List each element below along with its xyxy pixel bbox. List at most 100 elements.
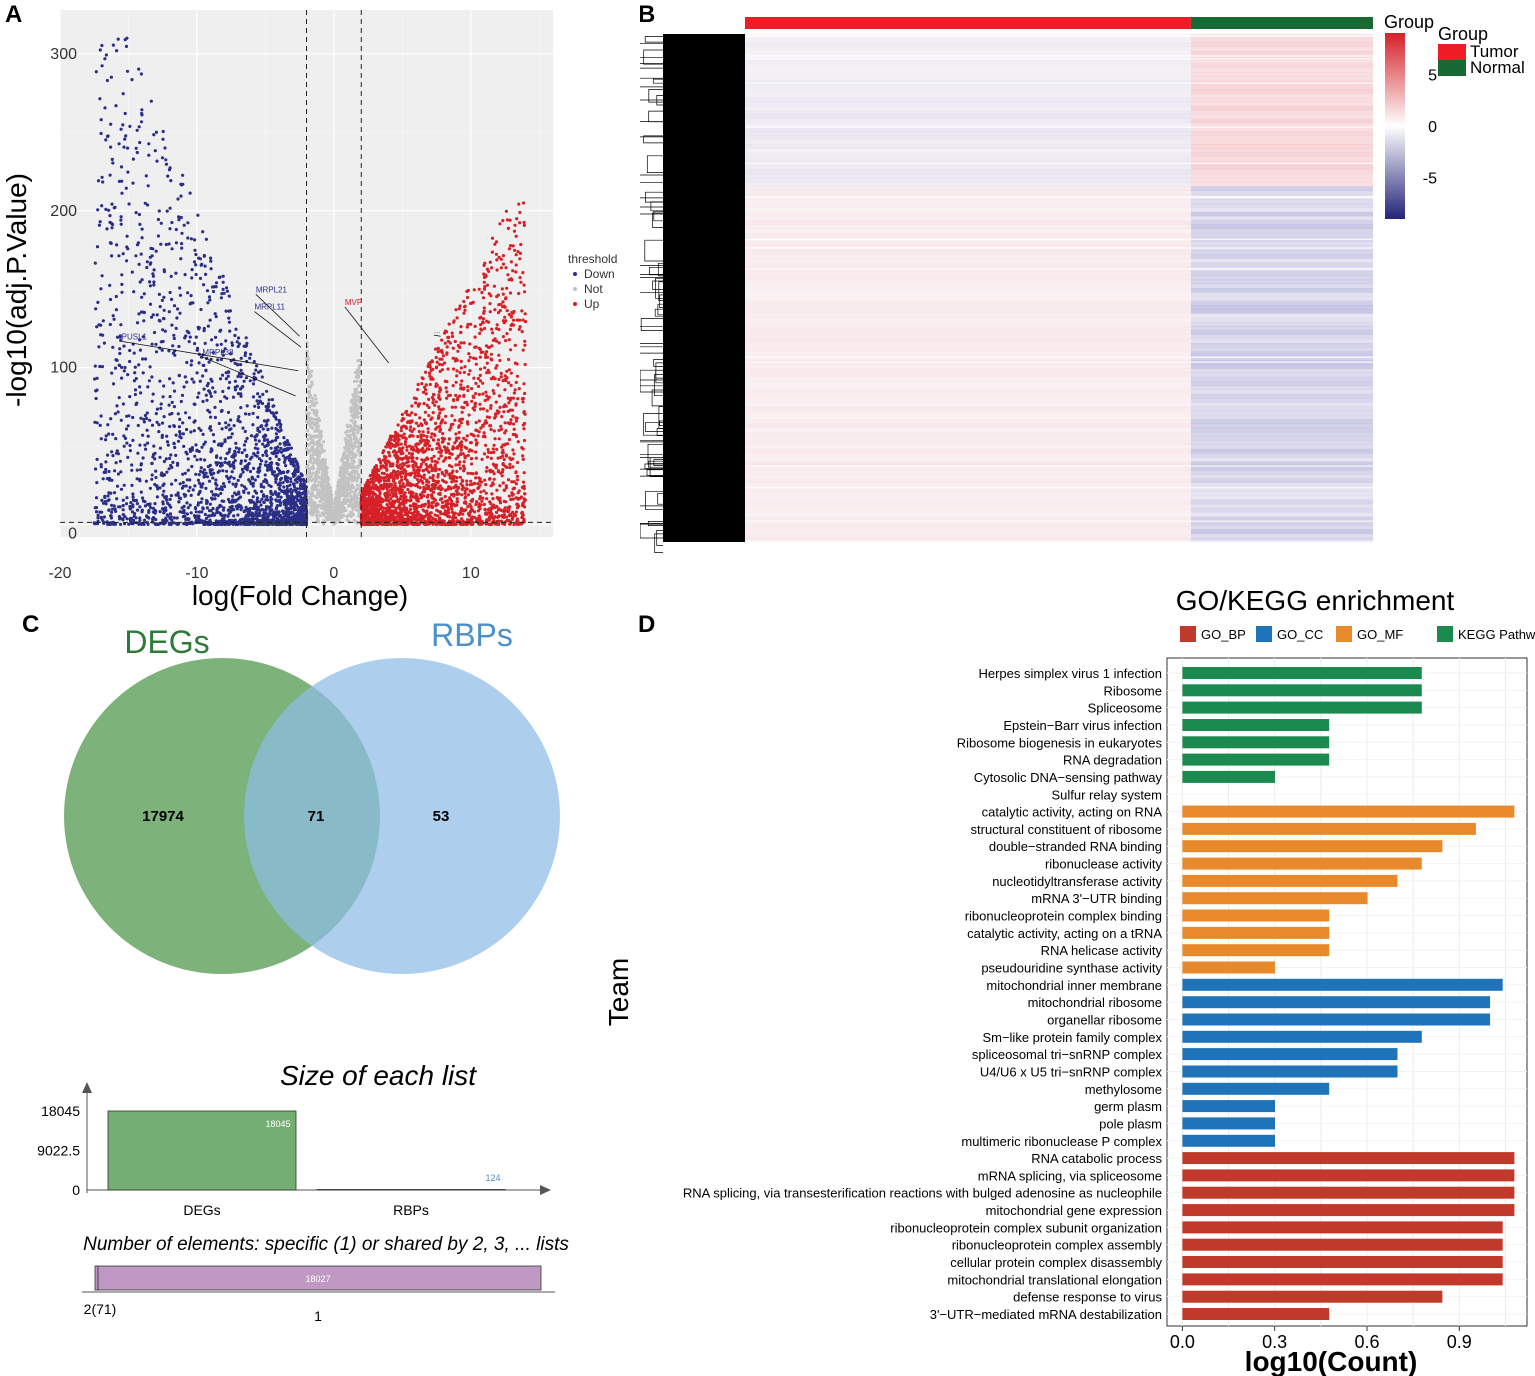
data-point-down: [159, 402, 163, 406]
data-point-up: [480, 457, 484, 461]
data-point-up: [452, 502, 456, 506]
data-point-up: [515, 517, 519, 521]
data-point-up: [429, 519, 433, 523]
data-point-not: [327, 512, 331, 516]
data-point-up: [469, 510, 473, 514]
data-point-not: [354, 415, 358, 419]
data-point-not: [307, 468, 311, 473]
data-point-up: [491, 331, 495, 335]
data-point-up: [516, 397, 520, 401]
data-point-up: [477, 419, 481, 423]
data-point-up: [392, 476, 396, 480]
data-point-up: [511, 422, 516, 426]
data-point-up: [501, 335, 505, 339]
data-point-up: [455, 374, 459, 378]
data-point-down: [209, 509, 213, 513]
data-point-not: [305, 465, 309, 469]
data-point-down: [168, 377, 172, 381]
data-point-up: [465, 487, 469, 491]
data-point-down: [119, 487, 124, 491]
data-point-down: [186, 291, 190, 295]
data-point-down: [281, 481, 285, 485]
data-point-up: [404, 522, 408, 527]
data-point-up: [515, 217, 519, 221]
data-point-up: [483, 285, 487, 289]
data-point-up: [381, 522, 385, 527]
data-point-up: [432, 454, 436, 458]
data-point-up: [459, 359, 463, 363]
data-point-up: [507, 381, 511, 385]
data-point-down: [224, 421, 228, 425]
data-point-not: [311, 471, 315, 475]
data-point-up: [440, 338, 444, 342]
data-point-up: [518, 210, 522, 215]
data-point-down: [177, 215, 181, 219]
data-point-up: [370, 507, 374, 511]
data-point-up: [452, 319, 456, 323]
data-point-up: [454, 308, 458, 312]
data-point-up: [508, 462, 512, 466]
data-point-up: [504, 442, 508, 446]
data-point-down: [134, 211, 138, 215]
data-point-up: [403, 436, 407, 440]
data-point-up: [411, 463, 415, 468]
data-point-down: [104, 460, 108, 464]
data-point-up: [425, 495, 429, 499]
data-point-up: [510, 493, 514, 497]
data-point-down: [261, 442, 265, 446]
data-point-down: [228, 447, 232, 451]
data-point-down: [247, 491, 251, 495]
data-point-up: [422, 488, 426, 492]
data-point-down: [109, 145, 113, 149]
data-point-up: [407, 451, 411, 455]
data-point-up: [509, 458, 513, 462]
data-point-up: [419, 422, 423, 426]
data-point-up: [388, 501, 392, 506]
data-point-up: [489, 502, 493, 506]
data-point-up: [412, 517, 416, 521]
data-point-up: [523, 498, 527, 502]
data-point-up: [496, 469, 501, 473]
data-point-down: [210, 338, 214, 342]
data-point-up: [473, 482, 477, 486]
data-point-not: [306, 366, 310, 370]
data-point-up: [511, 432, 515, 437]
data-point-not: [346, 457, 350, 461]
data-point-not: [320, 511, 324, 515]
data-point-up: [463, 365, 467, 369]
data-point-up: [503, 297, 508, 301]
data-point-up: [499, 424, 503, 428]
data-point-down: [105, 78, 109, 83]
data-point-up: [378, 512, 382, 516]
data-point-up: [499, 471, 503, 475]
data-point-not: [354, 465, 358, 469]
data-point-down: [121, 92, 125, 96]
data-point-up: [473, 335, 477, 339]
data-point-not: [314, 473, 318, 477]
data-point-not: [343, 507, 347, 511]
data-point-down: [201, 506, 205, 510]
data-point-up: [508, 327, 512, 331]
data-point-up: [515, 474, 520, 478]
data-point-up: [380, 471, 384, 475]
data-point-down: [170, 297, 174, 301]
data-point-up: [479, 407, 483, 411]
data-point-up: [485, 350, 489, 354]
data-point-not: [315, 401, 319, 405]
data-point-up: [403, 513, 407, 517]
data-point-down: [248, 379, 252, 383]
data-point-down: [205, 506, 209, 510]
data-point-up: [481, 350, 485, 354]
data-point-down: [252, 372, 256, 376]
data-point-down: [281, 454, 285, 458]
data-point-down: [133, 392, 137, 397]
data-point-up: [521, 423, 526, 427]
data-point-down: [95, 376, 99, 380]
data-point-up: [522, 518, 526, 522]
data-point-up: [482, 311, 486, 315]
data-point-not: [305, 349, 309, 353]
data-point-up: [490, 266, 494, 270]
data-point-up: [446, 499, 450, 503]
data-point-down: [138, 516, 142, 520]
